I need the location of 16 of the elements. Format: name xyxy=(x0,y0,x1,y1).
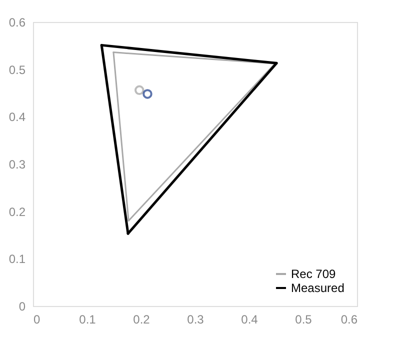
y-tick-label: 0.5 xyxy=(8,62,26,77)
legend-label: Measured xyxy=(291,281,344,295)
legend-label: Rec 709 xyxy=(291,267,336,281)
y-tick-label: 0.1 xyxy=(8,252,26,266)
x-tick-label: 0.4 xyxy=(241,312,258,326)
x-tick-label: 0.6 xyxy=(340,312,358,326)
x-tick-label: 0.2 xyxy=(133,312,150,326)
x-tick-label: 0.3 xyxy=(187,312,204,326)
y-tick-label: 0.2 xyxy=(8,204,26,219)
x-tick-label: 0 xyxy=(34,312,40,326)
x-tick-label: 0.5 xyxy=(295,312,312,326)
y-tick-label: 0.6 xyxy=(8,16,26,30)
y-tick-label: 0.3 xyxy=(8,158,26,172)
y-tick-label: 0.4 xyxy=(8,110,26,124)
x-tick-label: 0.1 xyxy=(79,312,96,326)
y-tick-label: 0 xyxy=(18,300,26,314)
